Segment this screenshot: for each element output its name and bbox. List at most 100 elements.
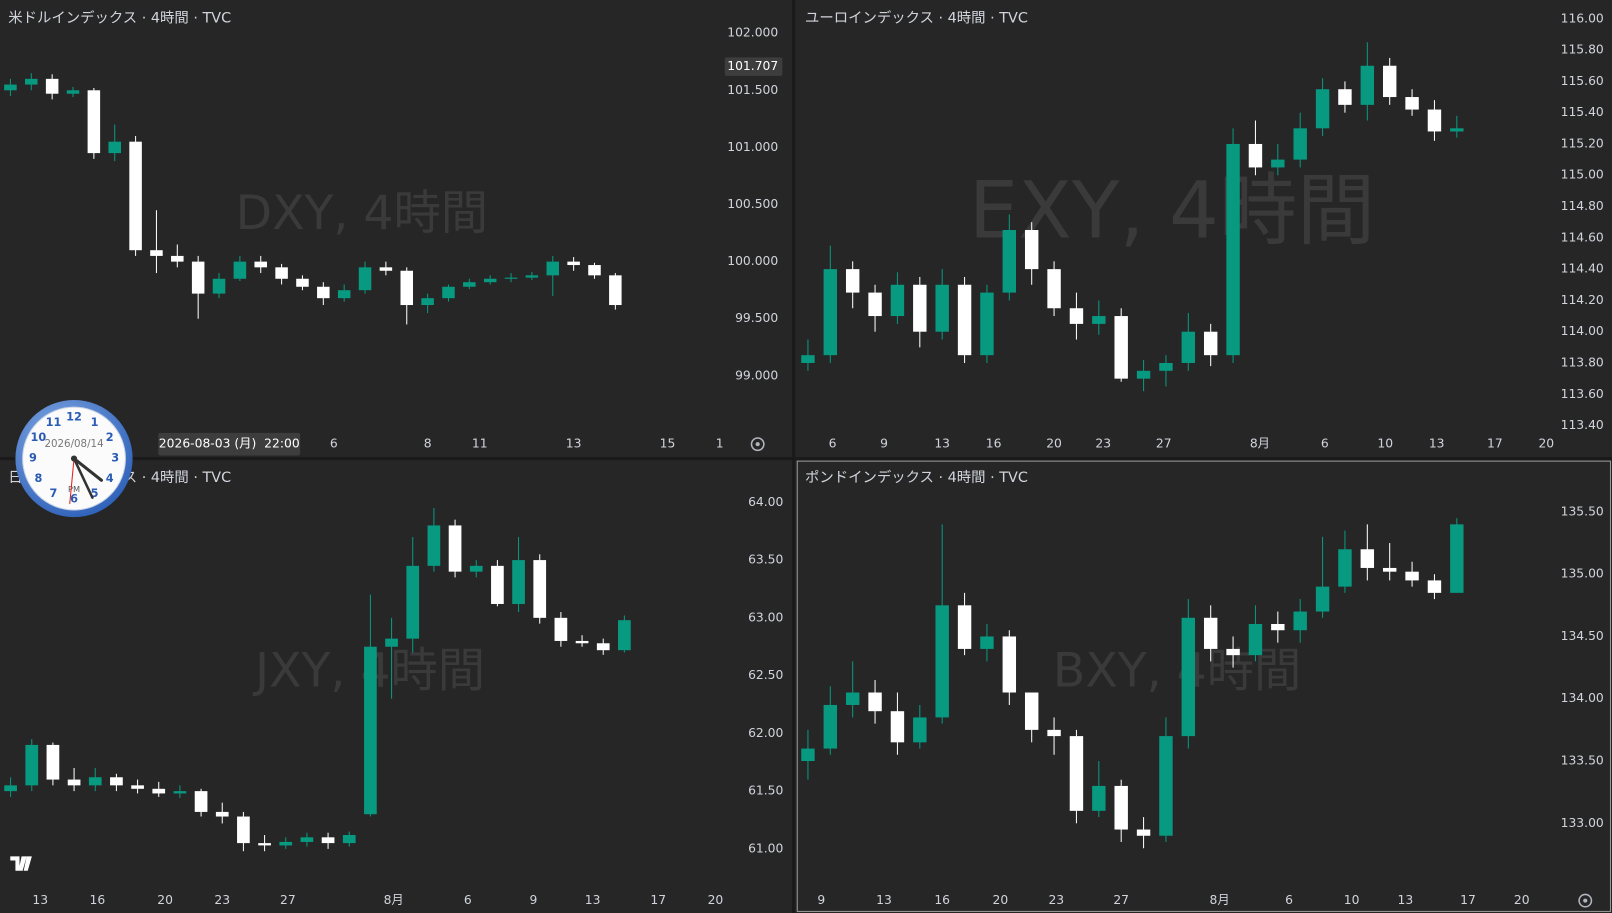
y-tick-label: 115.60 — [1561, 74, 1604, 88]
x-tick-label: 6 — [1285, 893, 1293, 907]
candle-body — [1047, 269, 1061, 309]
candle-body — [1271, 624, 1285, 631]
candle-body — [296, 278, 309, 287]
candle-body — [554, 617, 568, 641]
y-tick-label: 61.00 — [748, 841, 783, 855]
chart-title: 米ドルインデックス · 4時間 · TVC — [8, 9, 231, 27]
candle-body — [45, 78, 59, 94]
candle-body — [406, 565, 420, 639]
candle-body — [533, 560, 547, 618]
candle-body — [275, 267, 288, 279]
x-tick-label: 16 — [986, 437, 1002, 451]
logo[interactable] — [10, 856, 32, 871]
x-tick-label: 6 — [464, 893, 472, 907]
candle-body — [823, 269, 838, 356]
y-tick-label: 99.500 — [735, 311, 778, 325]
clock-hand — [72, 457, 103, 482]
y-tick-label: 114.80 — [1561, 199, 1604, 213]
candle-body — [212, 278, 226, 294]
chart-panel: DXY, 4時間 102.000 101.500 101.000 100.500 100.… — [4, 9, 783, 456]
candle-body — [25, 744, 39, 786]
y-tick-label: 114.60 — [1561, 230, 1604, 244]
candle-body — [171, 255, 184, 262]
y-tick-label: 100.000 — [727, 254, 778, 268]
candle-body — [342, 835, 356, 844]
candle-body — [110, 777, 123, 786]
candle-body — [1382, 65, 1397, 98]
clock-date: 2026/08/14 — [44, 438, 103, 450]
x-tick-label: 20 — [1514, 893, 1530, 907]
candle-body — [421, 298, 434, 306]
candle-body — [173, 791, 187, 794]
settings-icon[interactable] — [1578, 893, 1593, 908]
y-tick-label: 134.00 — [1561, 691, 1604, 705]
candle-body — [463, 282, 476, 287]
x-tick-label: 8月 — [1210, 893, 1230, 907]
x-tick-label: 27 — [280, 893, 296, 907]
candle-body — [868, 292, 882, 317]
candle-body — [801, 748, 815, 762]
candle-body — [845, 269, 860, 293]
candle-body — [483, 278, 497, 283]
chart-panel: EXY, 4時間116.00115.80115.60115.40115.2011… — [801, 9, 1604, 451]
x-tick-label: 10 — [1377, 437, 1393, 451]
candle-body — [1114, 316, 1128, 379]
x-tick-label: 8 — [424, 437, 432, 451]
settings-icon[interactable] — [750, 437, 765, 452]
candle-body — [1271, 159, 1285, 168]
y-tick-label: 135.00 — [1561, 567, 1604, 581]
candle-body — [1405, 571, 1419, 581]
y-tick-label: 114.00 — [1561, 324, 1604, 338]
x-tick-label: 10 — [1344, 893, 1360, 907]
candle-body — [1360, 549, 1375, 568]
x-tick-label: 23 — [1048, 893, 1064, 907]
x-tick-label: 13 — [32, 893, 48, 907]
x-tick-label: 8月 — [384, 893, 404, 907]
clock-numeral: 6 — [70, 493, 78, 506]
x-tick-label: 13 — [934, 437, 950, 451]
candle-body — [258, 843, 271, 846]
y-tick-label: 61.50 — [748, 784, 783, 798]
chart-panel: BXY, 4時間 135.50 135.00 134.50 134.00 133.50 13… — [801, 468, 1604, 907]
candle-body — [194, 791, 208, 812]
candle-body — [1226, 648, 1240, 656]
candle-body — [1382, 567, 1397, 572]
clock-period: PM — [68, 484, 80, 494]
candle-body — [1427, 580, 1442, 593]
candle-body — [1203, 617, 1218, 649]
x-tick-label: 27 — [1156, 437, 1172, 451]
x-tick-label: 9 — [880, 437, 888, 451]
y-tick-label: 115.00 — [1561, 168, 1604, 182]
candle-body — [1002, 636, 1017, 693]
candle-body — [67, 779, 81, 786]
x-tick-label: 8月 — [1250, 437, 1270, 451]
x-tick-label: 16 — [934, 893, 950, 907]
y-tick-label: 64.00 — [748, 495, 783, 509]
candle-body — [279, 841, 293, 846]
y-tick-label: 133.00 — [1561, 816, 1604, 830]
x-tick-label: 17 — [1487, 437, 1503, 451]
candle-body — [254, 261, 267, 268]
y-tick-label: 116.00 — [1561, 11, 1604, 25]
y-tick-label: 100.500 — [727, 197, 778, 211]
candle-body — [913, 284, 927, 332]
y-tick-label: 133.50 — [1561, 754, 1604, 768]
candle-body — [237, 816, 250, 844]
candle-body — [427, 525, 441, 566]
candle-body — [87, 90, 101, 154]
candle-body — [1136, 829, 1151, 836]
x-tick-label: 20 — [157, 893, 173, 907]
candle-body — [358, 267, 372, 291]
x-tick-label: 6 — [829, 437, 837, 451]
y-tick-label: 113.60 — [1561, 387, 1604, 401]
clock-pin — [70, 455, 78, 462]
candle-body — [588, 265, 601, 276]
clock-numeral: 5 — [91, 487, 99, 500]
candle-body — [1047, 729, 1061, 737]
candle-body — [1069, 308, 1084, 324]
candle-body — [935, 284, 949, 332]
candle-body — [1360, 65, 1375, 105]
candle-body — [1092, 785, 1106, 811]
candle-body — [980, 636, 994, 649]
